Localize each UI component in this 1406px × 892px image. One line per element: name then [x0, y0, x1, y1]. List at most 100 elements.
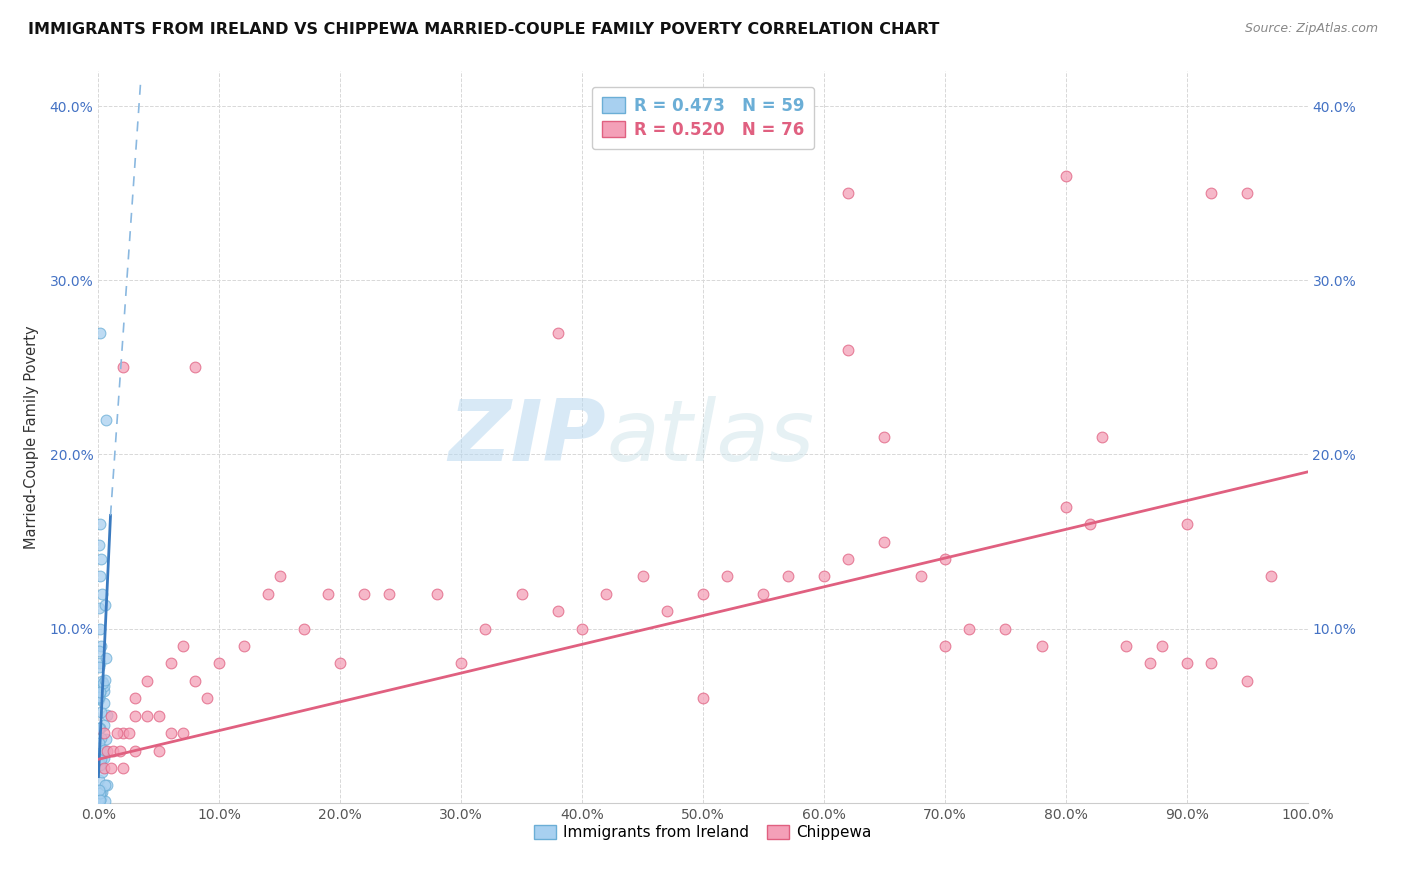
Point [160, 726, 183, 740]
Point [172, 726, 194, 740]
Point [100, 708, 122, 723]
Point [124, 708, 146, 723]
Point [89, 622, 111, 636]
Point [89, 690, 111, 704]
Point [1199, 657, 1222, 671]
Point [1260, 569, 1282, 583]
Point [1078, 517, 1101, 532]
Point [716, 569, 738, 583]
Point [776, 569, 799, 583]
Point [90, 783, 112, 797]
Point [93, 743, 115, 757]
Point [89, 644, 111, 658]
Point [94, 794, 117, 808]
Point [1091, 430, 1114, 444]
Point [329, 657, 352, 671]
Point [87, 538, 110, 552]
Point [377, 587, 399, 601]
Point [87, 690, 110, 705]
Point [571, 622, 593, 636]
Point [148, 743, 170, 757]
Point [292, 622, 315, 636]
Point [89, 793, 111, 807]
Point [89, 786, 111, 800]
Point [87, 773, 110, 788]
Point [89, 657, 111, 671]
Point [108, 743, 131, 757]
Point [91, 676, 114, 690]
Point [1199, 186, 1222, 201]
Point [93, 683, 115, 698]
Point [124, 691, 146, 706]
Point [89, 692, 111, 706]
Point [135, 708, 157, 723]
Point [89, 721, 111, 735]
Point [89, 753, 111, 767]
Point [910, 569, 932, 583]
Point [118, 726, 141, 740]
Point [256, 587, 278, 601]
Point [1115, 639, 1137, 653]
Point [547, 326, 569, 340]
Point [111, 360, 134, 375]
Point [94, 598, 117, 612]
Y-axis label: Married-Couple Family Poverty: Married-Couple Family Poverty [24, 326, 38, 549]
Point [1236, 186, 1258, 201]
Point [93, 696, 115, 710]
Point [100, 761, 122, 775]
Point [87, 758, 110, 772]
Point [135, 673, 157, 688]
Point [89, 786, 111, 800]
Point [89, 741, 111, 756]
Point [87, 600, 110, 615]
Text: IMMIGRANTS FROM IRELAND VS CHIPPEWA MARRIED-COUPLE FAMILY POVERTY CORRELATION CH: IMMIGRANTS FROM IRELAND VS CHIPPEWA MARR… [28, 22, 939, 37]
Point [93, 673, 115, 687]
Point [426, 587, 449, 601]
Point [93, 761, 115, 775]
Point [89, 326, 111, 340]
Text: atlas: atlas [606, 395, 814, 479]
Point [91, 673, 114, 688]
Point [124, 743, 146, 757]
Point [93, 744, 115, 758]
Point [837, 343, 859, 357]
Point [172, 639, 194, 653]
Point [1054, 500, 1077, 514]
Point [450, 657, 472, 671]
Point [957, 622, 980, 636]
Point [316, 587, 339, 601]
Point [111, 726, 134, 740]
Point [160, 657, 183, 671]
Point [90, 705, 112, 719]
Point [873, 430, 896, 444]
Point [208, 657, 231, 671]
Point [90, 731, 112, 745]
Point [101, 743, 124, 757]
Point [195, 691, 218, 706]
Point [91, 765, 114, 780]
Point [93, 717, 115, 731]
Point [1175, 517, 1198, 532]
Point [89, 756, 111, 771]
Point [90, 790, 112, 805]
Point [813, 569, 835, 583]
Point [87, 792, 110, 806]
Point [89, 721, 111, 735]
Point [94, 778, 117, 792]
Point [90, 752, 112, 766]
Point [94, 650, 117, 665]
Point [510, 587, 533, 601]
Point [1236, 673, 1258, 688]
Point [111, 761, 134, 775]
Point [96, 743, 118, 757]
Point [837, 552, 859, 566]
Text: ZIP: ZIP [449, 395, 606, 479]
Point [1175, 657, 1198, 671]
Point [89, 569, 111, 583]
Legend: Immigrants from Ireland, Chippewa: Immigrants from Ireland, Chippewa [529, 819, 877, 847]
Point [89, 685, 111, 699]
Point [1152, 639, 1174, 653]
Point [752, 587, 775, 601]
Point [655, 604, 678, 618]
Point [692, 691, 714, 706]
